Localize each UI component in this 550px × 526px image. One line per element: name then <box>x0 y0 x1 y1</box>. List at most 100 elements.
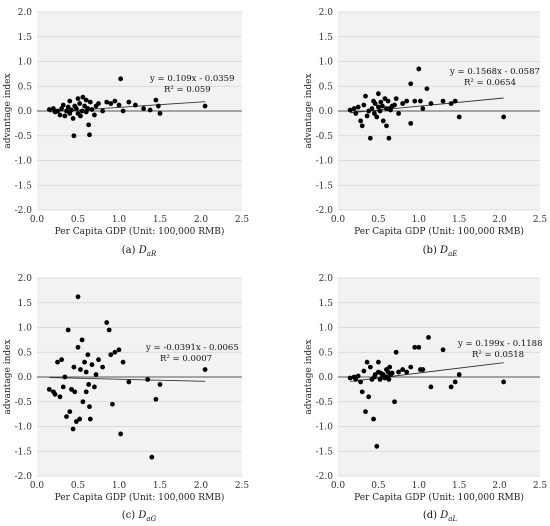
data-point <box>351 106 357 111</box>
data-point <box>386 135 392 141</box>
data-point <box>62 113 68 119</box>
data-point <box>75 96 81 102</box>
y-tick-label: 0.0 <box>18 107 33 117</box>
data-point <box>78 367 83 372</box>
data-point <box>153 97 159 103</box>
data-point <box>46 107 52 112</box>
data-point <box>118 76 124 82</box>
data-point <box>384 123 389 129</box>
data-point <box>393 96 399 102</box>
data-point <box>116 347 122 353</box>
x-tick-label: 2.0 <box>194 481 209 491</box>
data-point <box>80 94 86 100</box>
y-tick-label: -1.0 <box>316 423 334 433</box>
data-point <box>69 386 74 392</box>
data-point <box>73 106 79 111</box>
data-point <box>366 394 372 400</box>
x-axis-label: Per Capita GDP (Unit: 100,000 RMB) <box>55 226 225 237</box>
data-point <box>87 99 93 105</box>
y-tick-label: -1.5 <box>316 447 334 457</box>
data-point <box>363 93 368 99</box>
data-point <box>155 103 161 109</box>
data-point <box>359 389 365 395</box>
data-point <box>116 102 122 108</box>
data-point <box>85 352 91 358</box>
y-tick-label: -1.5 <box>15 447 33 457</box>
data-point <box>120 359 126 365</box>
y-axis-label: advantage index <box>3 73 13 148</box>
data-point <box>428 101 434 106</box>
data-point <box>404 98 410 104</box>
data-point <box>55 108 60 114</box>
data-point <box>89 362 95 368</box>
y-tick-label: -2.0 <box>316 472 334 482</box>
y-tick-label: 1.0 <box>18 324 33 334</box>
data-point <box>428 384 434 390</box>
x-tick-label: 1.0 <box>112 215 127 225</box>
y-tick-label: 1.5 <box>18 299 33 309</box>
r-squared-label: R² = 0.0007 <box>160 354 212 364</box>
data-point <box>149 454 155 460</box>
data-point <box>92 112 97 118</box>
y-tick-label: 2.0 <box>18 274 33 284</box>
y-tick-label: 0.5 <box>319 82 334 92</box>
data-point <box>157 382 163 387</box>
data-point <box>96 101 101 106</box>
data-point <box>59 357 64 363</box>
data-point <box>82 103 87 109</box>
x-tick-label: 0.0 <box>331 481 346 491</box>
y-tick-label: 1.5 <box>18 33 33 43</box>
x-tick-label: 1.0 <box>412 481 427 491</box>
data-point <box>108 352 114 358</box>
data-point <box>133 102 138 108</box>
y-tick-label: -0.5 <box>15 132 33 142</box>
panel-caption: (c) DaG <box>122 510 157 523</box>
data-point <box>400 101 406 106</box>
y-tick-label: 0.0 <box>319 107 334 117</box>
data-point <box>100 364 105 370</box>
data-point <box>80 399 86 405</box>
data-point <box>353 377 359 382</box>
r-squared-label: R² = 0.0518 <box>472 350 524 360</box>
data-point <box>72 389 78 395</box>
data-point <box>363 409 368 415</box>
x-tick-label: 1.5 <box>452 215 467 225</box>
data-point <box>456 114 462 120</box>
data-point <box>86 122 92 128</box>
data-point <box>412 98 418 104</box>
y-tick-label: -0.5 <box>15 398 33 408</box>
x-tick-label: 2.5 <box>235 481 250 491</box>
data-point <box>93 372 99 377</box>
data-point <box>392 399 397 405</box>
data-point <box>359 123 365 129</box>
y-axis-label: advantage index <box>304 73 314 148</box>
trendline-equation: y = 0.109x - 0.0359 <box>149 74 234 84</box>
data-point <box>87 404 92 410</box>
x-tick-label: 0.0 <box>30 215 45 225</box>
data-point <box>62 374 68 380</box>
x-tick-label: 0.5 <box>371 481 386 491</box>
data-point <box>412 344 418 350</box>
data-point <box>376 359 381 365</box>
chart-panel-a: 2.01.51.00.50.0-0.5-1.0-1.5-2.00.0 0.5 1.0… <box>3 8 249 258</box>
y-tick-label: 0.0 <box>319 373 334 383</box>
data-point <box>75 294 81 300</box>
data-point <box>376 104 381 110</box>
data-point <box>83 97 89 103</box>
y-tick-label: -1.0 <box>15 157 33 167</box>
data-point <box>55 359 60 365</box>
data-point <box>389 370 395 376</box>
data-point <box>374 114 380 120</box>
data-point <box>418 98 423 104</box>
data-point <box>371 416 376 422</box>
y-tick-label: 2.0 <box>319 274 334 284</box>
x-tick-label: 0.0 <box>331 215 346 225</box>
data-point <box>380 118 386 124</box>
data-point <box>104 320 110 325</box>
data-point <box>108 101 114 106</box>
data-point <box>65 104 71 110</box>
data-point <box>110 401 115 407</box>
y-tick-label: -1.5 <box>316 181 334 191</box>
data-point <box>104 99 110 105</box>
data-point <box>112 349 118 355</box>
